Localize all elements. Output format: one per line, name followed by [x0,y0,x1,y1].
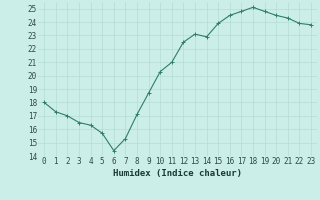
X-axis label: Humidex (Indice chaleur): Humidex (Indice chaleur) [113,169,242,178]
